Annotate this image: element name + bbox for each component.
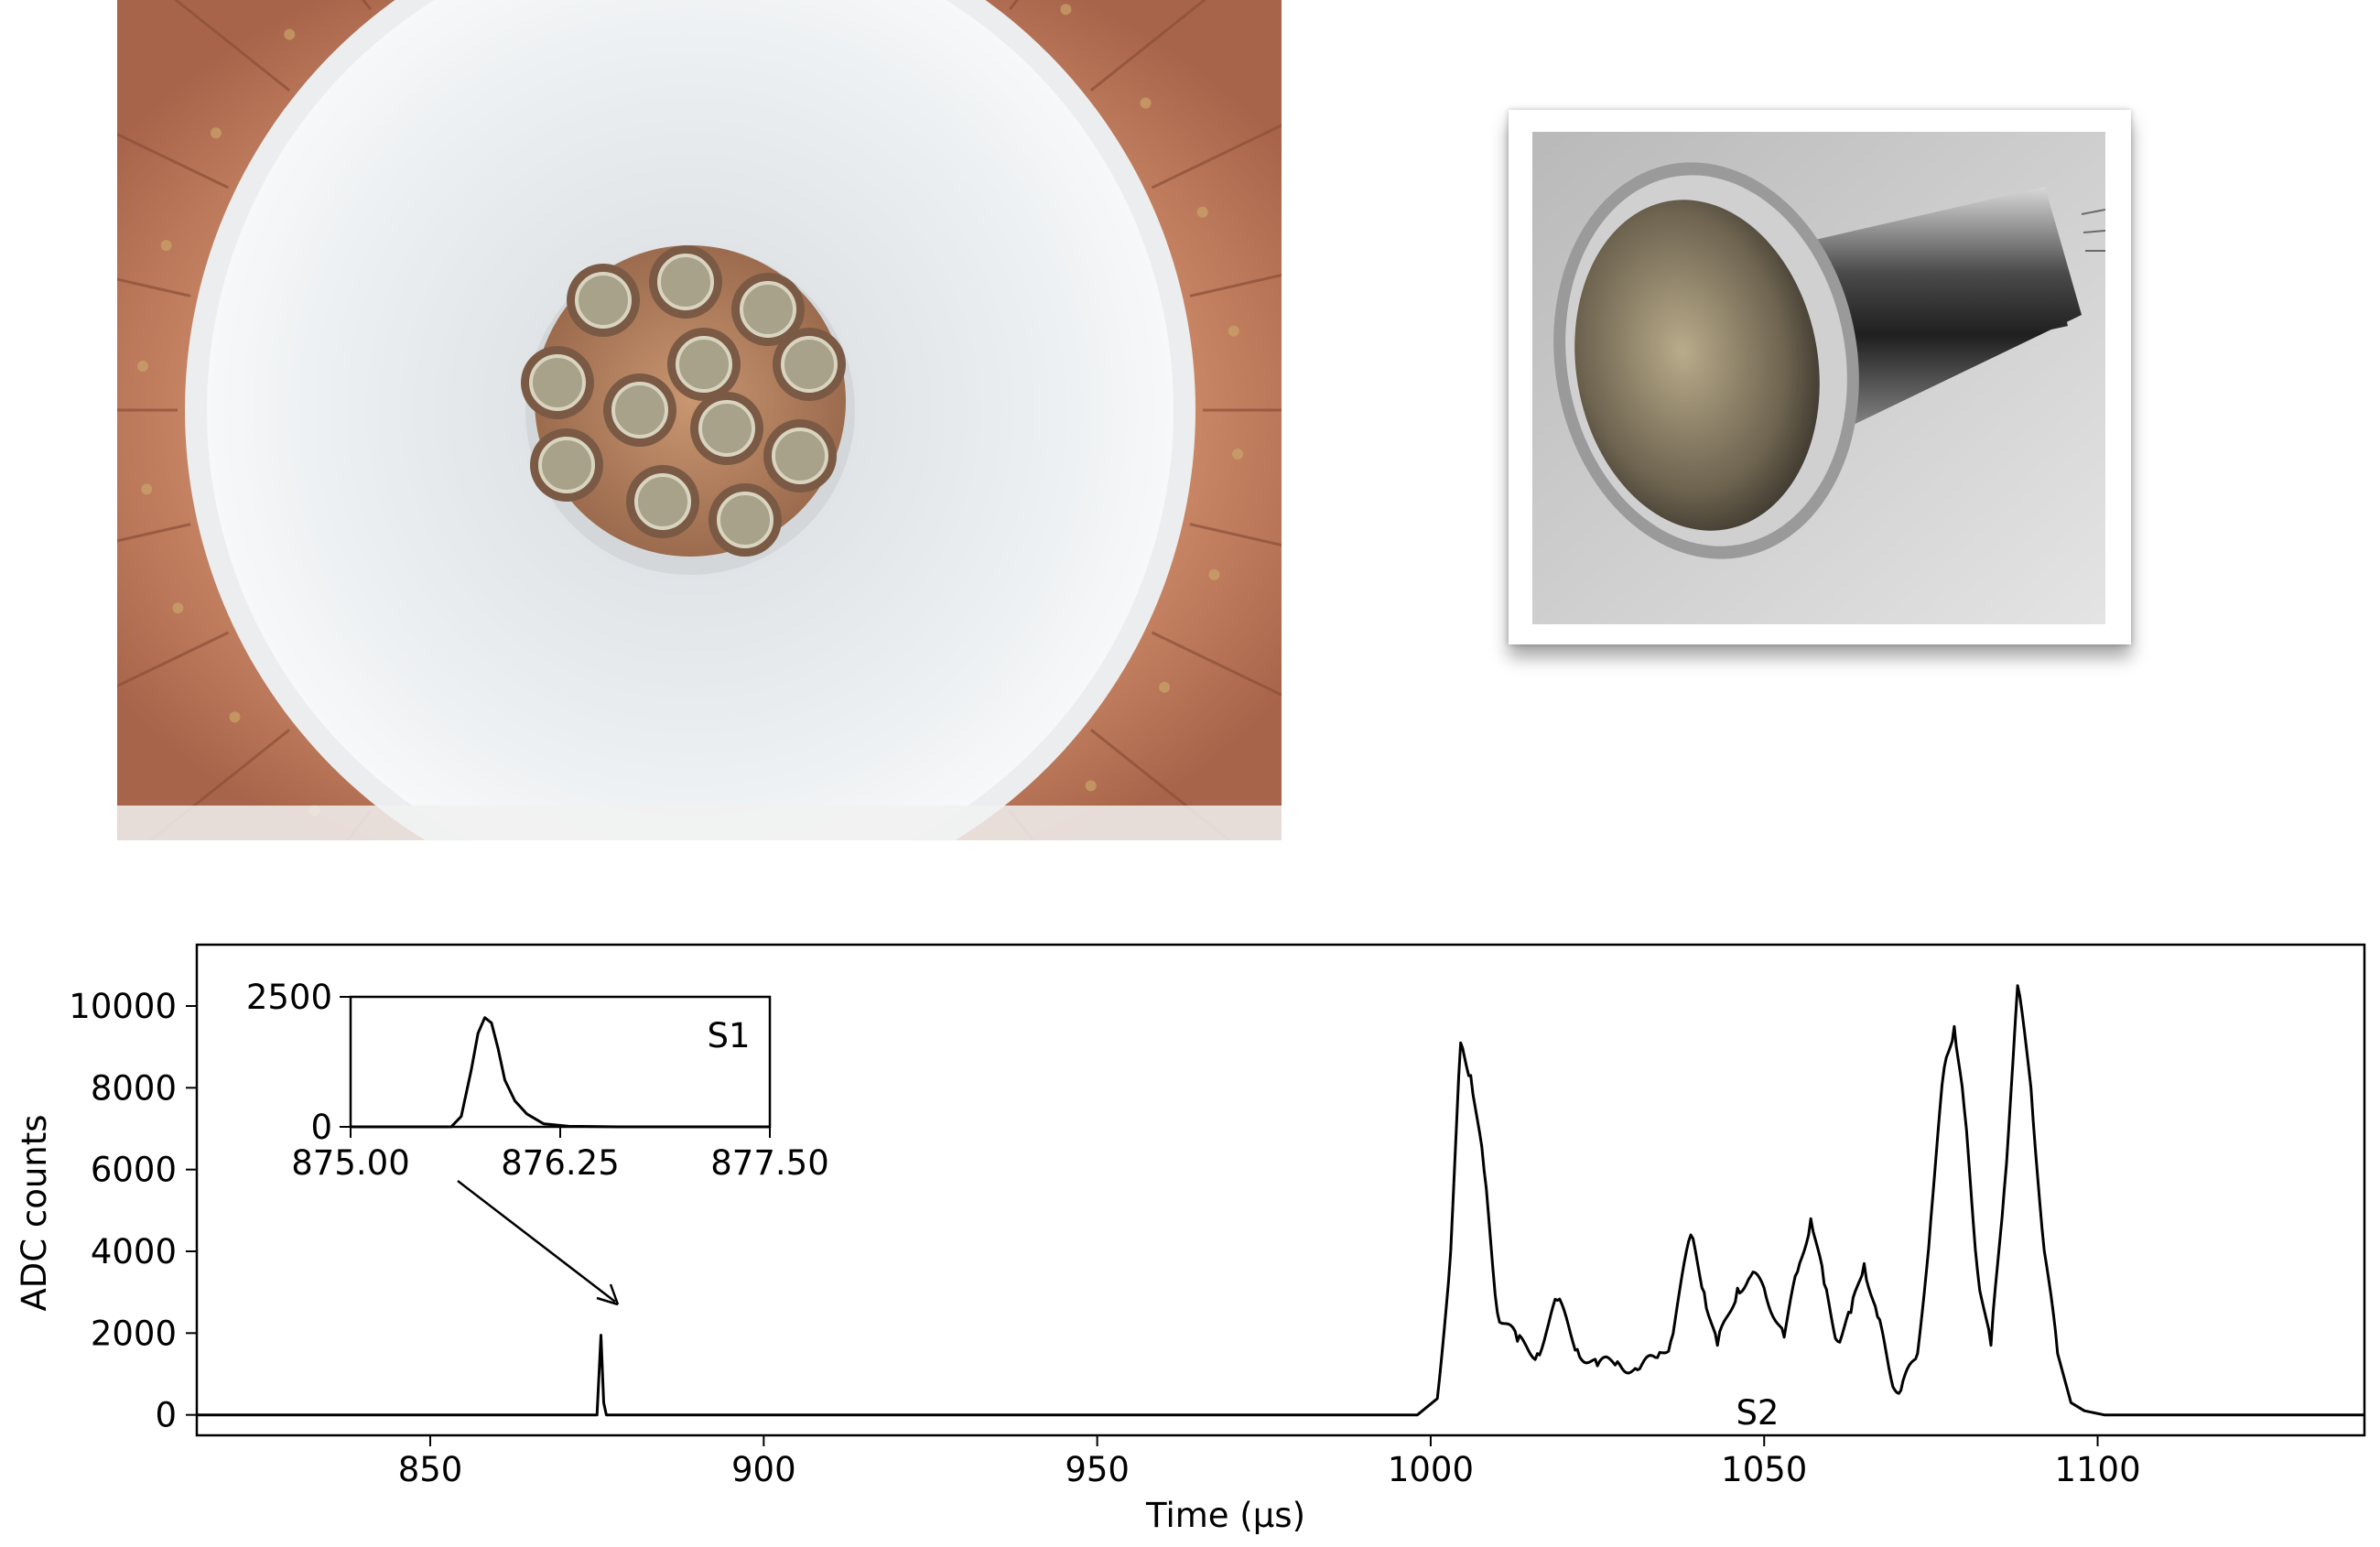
y-tick-label: 0: [155, 1396, 177, 1435]
screw-head: [1140, 97, 1152, 109]
copper-ring-seam: [117, 132, 230, 189]
inset-frame: [349, 995, 772, 1129]
pmt-window: [698, 400, 755, 457]
screw-head: [172, 602, 184, 614]
screw-head: [1085, 780, 1097, 792]
screw-head: [1208, 568, 1220, 580]
s2-annotation: S2: [1736, 1393, 1779, 1433]
copper-ring-seam: [1189, 523, 1282, 546]
pmt-window: [772, 427, 828, 484]
plot-frame: [195, 943, 2366, 1437]
y-tick-label: 6000: [91, 1151, 177, 1190]
pmt-window: [575, 272, 632, 329]
screw-head: [229, 711, 241, 723]
copper-ring-seam: [117, 631, 230, 688]
y-tick-label: 8000: [91, 1068, 177, 1108]
pmt-photo: [1532, 132, 2105, 624]
pmt-window: [781, 336, 838, 393]
screw-head: [284, 28, 296, 40]
copper-ring-seam: [1151, 124, 1282, 189]
copper-ring-seam: [173, 0, 291, 92]
copper-ring-seam: [1189, 274, 1282, 298]
y-tick-label: 10000: [69, 987, 177, 1026]
inset-x-tick-label: 876.25: [501, 1143, 619, 1183]
pmt-window: [740, 281, 796, 338]
screw-head: [1159, 681, 1171, 693]
screw-head: [210, 127, 222, 139]
x-tick-label: 1050: [1721, 1450, 1807, 1489]
x-tick-label: 1100: [2054, 1450, 2140, 1489]
inset-title: S1: [707, 1016, 750, 1055]
waveform-chart: 850 900 950 1000 1050 1100 0 2000 4000 6000 8000 10…: [15, 943, 2366, 1535]
waveform-line: [197, 984, 2364, 1417]
x-tick-label: 1000: [1388, 1450, 1474, 1489]
screw-head: [1196, 206, 1208, 218]
y-tick-label: 4000: [91, 1232, 177, 1271]
inset-y-tick-label: 0: [310, 1108, 332, 1147]
screw-head: [141, 483, 153, 495]
screw-head: [160, 240, 172, 252]
inset-waveform-line: [351, 1016, 770, 1129]
pmt-window: [538, 437, 595, 493]
pmt-window: [634, 473, 691, 530]
screw-head: [1060, 4, 1072, 16]
copper-ring-seam: [117, 277, 191, 298]
pmt-window: [657, 254, 714, 310]
s1-inset-plot: 875.00 876.25 877.50 0 2500 S1: [246, 978, 829, 1183]
x-tick-label: 850: [398, 1450, 463, 1489]
inset-y-tick-label: 2500: [246, 978, 332, 1017]
s1-pointer-arrow: [457, 1180, 620, 1306]
x-axis-label: Time (μs): [1145, 1496, 1305, 1535]
screw-head: [1228, 325, 1239, 337]
pmt-window: [611, 382, 668, 438]
copper-ring-seam: [1151, 631, 1282, 697]
main-plot-area: 850 900 950 1000 1050 1100 0 2000 4000 6000 8000 10…: [15, 943, 2366, 1535]
pmt-window: [717, 492, 774, 548]
copper-ring-seam: [1089, 0, 1207, 92]
tpc-interior-photo: [117, 0, 1282, 840]
screw-head: [1232, 448, 1244, 460]
inset-x-tick-label: 877.50: [710, 1143, 828, 1183]
x-tick-label: 950: [1065, 1450, 1130, 1489]
copper-ring-seam: [117, 523, 191, 543]
pmt-photo-frame: [1509, 110, 2131, 644]
y-axis-label: ADC counts: [15, 1114, 54, 1311]
pmt-window: [529, 354, 586, 411]
screw-head: [136, 361, 148, 373]
y-tick-label: 2000: [91, 1314, 177, 1353]
inset-x-tick-label: 875.00: [291, 1143, 409, 1183]
x-tick-label: 900: [731, 1450, 796, 1489]
pmt-window: [676, 336, 732, 393]
